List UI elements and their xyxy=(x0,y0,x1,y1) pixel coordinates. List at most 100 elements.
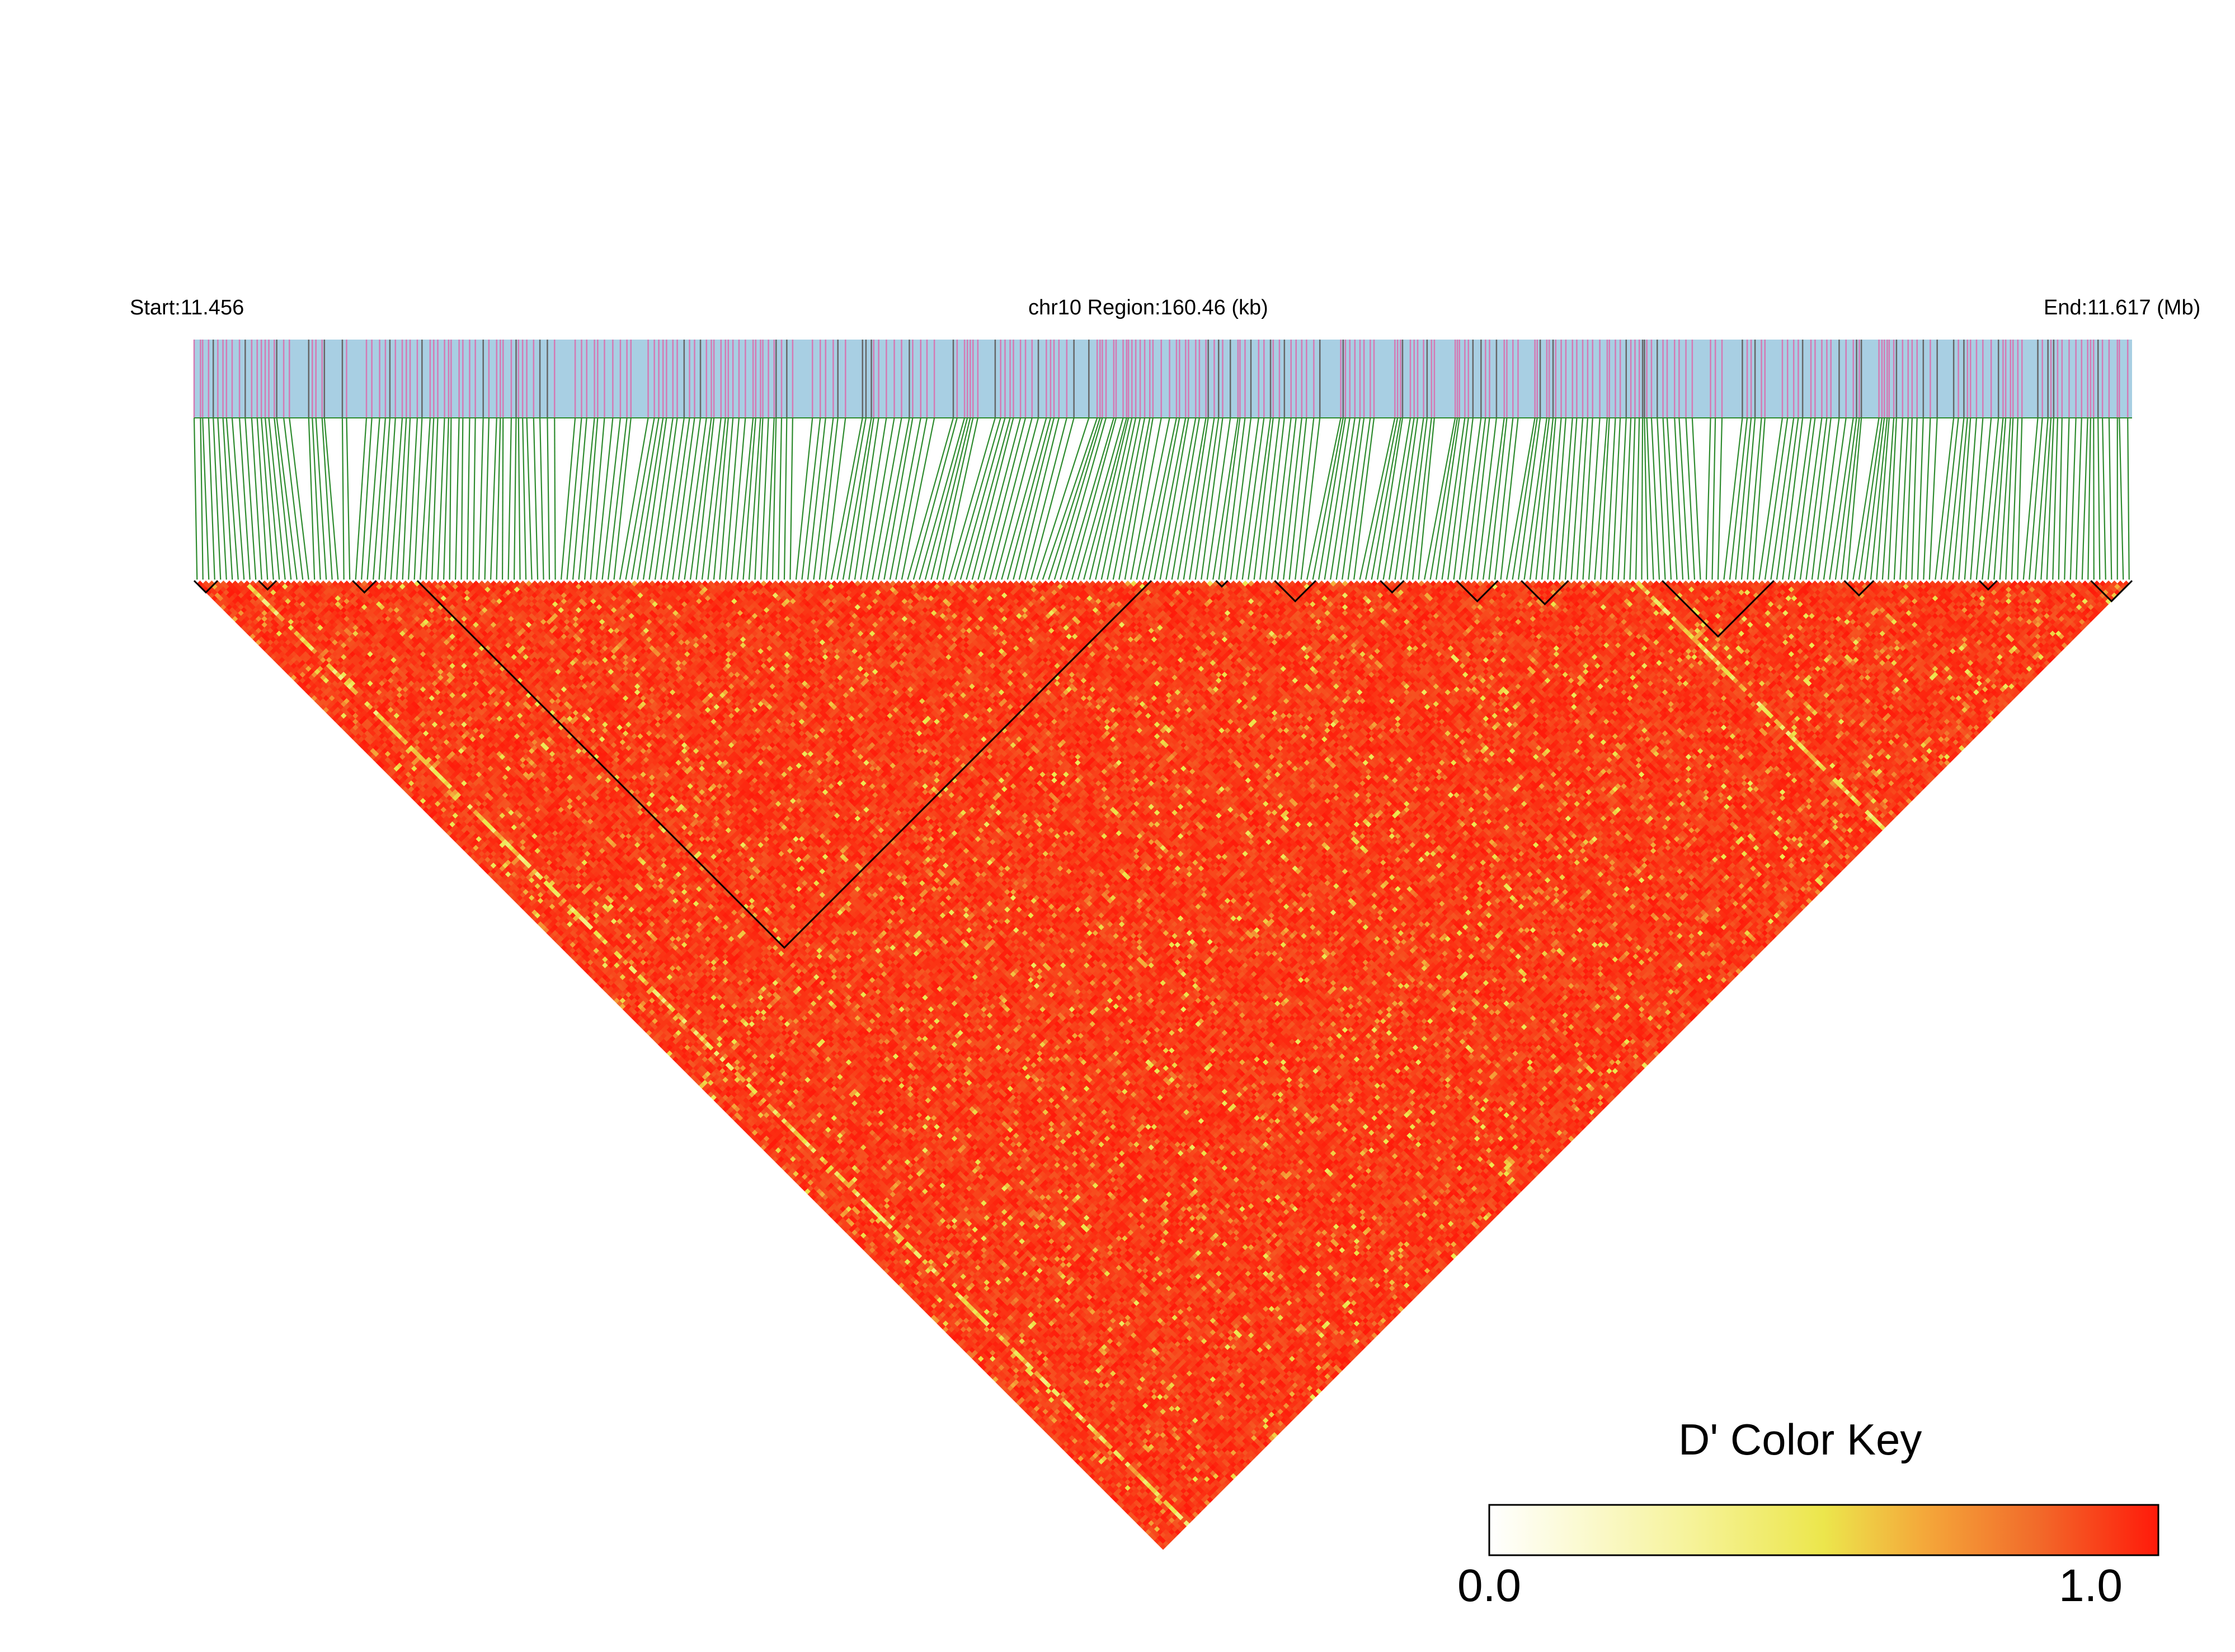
snp-connector xyxy=(1419,418,1434,580)
snp-connector xyxy=(778,418,782,580)
snp-connector xyxy=(1765,418,1787,580)
snp-connector xyxy=(1507,418,1535,580)
snp-connector xyxy=(403,418,410,580)
snp-connector xyxy=(1571,418,1583,580)
snp-connector xyxy=(2109,418,2111,580)
snp-connector xyxy=(655,418,677,580)
snp-connector xyxy=(420,418,430,580)
snp-connector xyxy=(2047,418,2054,580)
snp-connector xyxy=(554,418,555,580)
snp-connector xyxy=(972,418,1014,580)
snp-connector xyxy=(684,418,706,580)
snp-connector xyxy=(200,418,203,580)
snp-connector xyxy=(2071,418,2076,580)
snp-connector xyxy=(890,418,921,580)
snp-connector xyxy=(1225,418,1245,580)
snp-connector xyxy=(1977,418,1991,580)
snp-connector xyxy=(346,418,350,580)
snp-connector xyxy=(1706,418,1711,580)
snp-connector xyxy=(2017,418,2022,580)
snp-connector xyxy=(342,418,344,580)
snp-connector xyxy=(2012,418,2018,580)
snp-connector xyxy=(731,418,745,580)
snp-connector xyxy=(1196,418,1218,580)
snp-connector xyxy=(1307,418,1340,580)
snp-connector xyxy=(1283,418,1302,580)
snp-connector xyxy=(397,418,406,580)
snp-connector xyxy=(614,418,631,580)
snp-connector xyxy=(1219,418,1240,580)
snp-connector xyxy=(527,418,532,580)
snp-connector xyxy=(1800,418,1822,580)
snp-connector xyxy=(2098,418,2100,580)
snp-connector xyxy=(1589,418,1600,580)
snp-connector xyxy=(2053,418,2058,580)
snp-connector xyxy=(2082,418,2088,580)
snp-connector xyxy=(462,418,463,580)
snp-connector xyxy=(519,418,520,580)
snp-connector xyxy=(1248,418,1271,580)
snp-connector xyxy=(2059,418,2062,580)
snp-connector xyxy=(467,418,469,580)
snp-connector xyxy=(547,418,549,580)
snp-connector xyxy=(509,418,511,580)
snp-connector xyxy=(1724,418,1742,580)
snp-connector xyxy=(289,418,308,580)
snp-connector xyxy=(1518,418,1540,580)
snp-connector xyxy=(450,418,451,580)
snp-connector xyxy=(896,418,927,580)
snp-connector xyxy=(444,418,449,580)
snp-connector xyxy=(650,418,673,580)
snp-connector xyxy=(1794,418,1815,580)
snp-connector-lines xyxy=(194,418,2129,580)
snp-connector xyxy=(491,418,497,580)
snp-connector xyxy=(902,418,934,580)
snp-connector xyxy=(2128,418,2129,580)
snp-connector xyxy=(316,418,326,580)
snp-connector xyxy=(1918,418,1923,580)
snp-connector xyxy=(1243,418,1264,580)
snp-connector xyxy=(379,418,390,580)
snp-connector xyxy=(1771,418,1794,580)
snp-connector xyxy=(1935,418,1954,580)
chromosome-band xyxy=(194,340,2132,418)
snp-connector xyxy=(540,418,543,580)
snp-connector xyxy=(257,418,268,580)
snp-connector xyxy=(245,418,256,580)
snp-connector xyxy=(1965,418,1977,580)
snp-connector xyxy=(2119,418,2123,580)
snp-connector xyxy=(239,418,250,580)
snp-connector xyxy=(790,418,792,580)
snp-connector xyxy=(690,418,712,580)
snp-connector xyxy=(872,418,901,580)
snp-connector xyxy=(485,418,489,580)
snp-connector xyxy=(1319,418,1345,580)
snp-connector xyxy=(534,418,538,580)
snp-connector xyxy=(2088,418,2091,580)
snp-connector xyxy=(1278,418,1296,580)
snp-connector xyxy=(473,418,476,580)
snp-connector xyxy=(1577,418,1588,580)
snp-connector xyxy=(368,418,380,580)
snp-connector xyxy=(1644,418,1648,580)
snp-connector xyxy=(667,418,690,580)
snp-connector xyxy=(784,418,787,580)
snp-connector xyxy=(2064,418,2069,580)
snp-connector xyxy=(1466,418,1486,580)
snp-connector xyxy=(252,418,262,580)
snp-connector xyxy=(1836,418,1857,580)
snp-connector xyxy=(561,418,575,580)
ld-heatmap-cells xyxy=(197,581,2129,1550)
snp-connector xyxy=(203,418,209,580)
snp-connector xyxy=(2076,418,2082,580)
snp-connector xyxy=(385,418,396,580)
snp-connector xyxy=(479,418,483,580)
snp-connector xyxy=(497,418,501,580)
snp-connector xyxy=(1912,418,1917,580)
snp-connector xyxy=(1172,418,1199,580)
snp-connector xyxy=(523,418,526,580)
snp-connector xyxy=(1777,418,1798,580)
snp-connector xyxy=(867,418,895,580)
